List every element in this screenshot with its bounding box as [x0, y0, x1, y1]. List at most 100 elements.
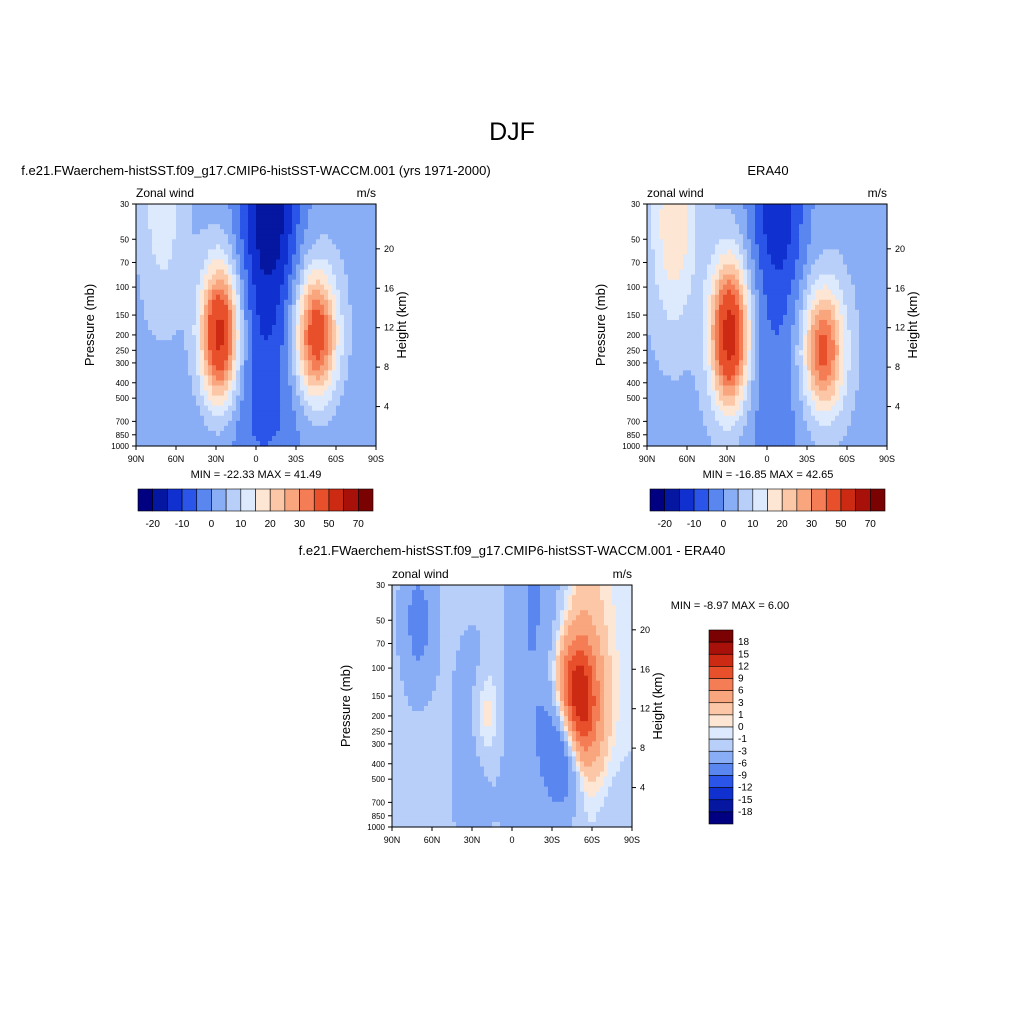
contour-cell: [875, 340, 880, 346]
contour-cell: [272, 299, 277, 306]
contour-cell: [300, 425, 305, 432]
contour-cell: [216, 229, 221, 235]
contour-cell: [308, 239, 313, 245]
contour-cell: [220, 224, 225, 230]
contour-cell: [260, 340, 265, 346]
contour-cell: [719, 370, 724, 377]
contour-cell: [747, 254, 752, 261]
contour-cell: [763, 259, 768, 266]
contour-cell: [731, 350, 736, 356]
contour-cell: [799, 360, 804, 366]
contour-cell: [759, 259, 764, 266]
contour-cell: [759, 209, 764, 215]
contour-cell: [288, 234, 293, 240]
contour-cell: [312, 410, 317, 417]
contour-cell: [360, 214, 365, 220]
contour-cell: [284, 294, 289, 301]
contour-cell: [264, 264, 269, 271]
contour-cell: [200, 375, 205, 382]
contour-cell: [328, 209, 333, 215]
contour-cell: [356, 249, 361, 256]
contour-cell: [320, 325, 325, 331]
contour-cell: [332, 385, 337, 392]
contour-cell: [140, 345, 145, 351]
contour-cell: [851, 269, 856, 276]
contour-cell: [308, 254, 313, 261]
contour-cell: [723, 350, 728, 356]
contour-cell: [336, 350, 341, 356]
contour-cell: [152, 355, 157, 361]
x-tick-label: 30N: [208, 454, 225, 464]
contour-cell: [228, 440, 233, 447]
contour-cell: [236, 264, 241, 271]
contour-cell: [859, 370, 864, 377]
contour-cell: [232, 330, 237, 336]
contour-cell: [831, 360, 836, 366]
contour-cell: [168, 254, 173, 261]
contour-cell: [304, 400, 309, 407]
contour-cell: [360, 335, 365, 341]
contour-cell: [236, 390, 241, 397]
contour-cell: [372, 269, 377, 276]
contour-cell: [859, 325, 864, 331]
contour-cell: [268, 304, 273, 311]
contour-cell: [212, 410, 217, 417]
contour-cell: [651, 365, 656, 371]
contour-cell: [368, 254, 373, 261]
contour-cell: [815, 264, 820, 271]
contour-cell: [304, 380, 309, 387]
contour-cell: [244, 289, 249, 296]
contour-cell: [883, 325, 888, 331]
contour-cell: [288, 325, 293, 331]
contour-cell: [875, 299, 880, 306]
contour-cell: [743, 269, 748, 276]
contour-cell: [324, 264, 329, 271]
contour-cell: [260, 440, 265, 447]
contour-cell: [308, 274, 313, 281]
contour-cell: [340, 410, 345, 417]
contour-cell: [747, 335, 752, 341]
contour-cell: [204, 269, 209, 276]
contour-cell: [747, 345, 752, 351]
contour-cell: [803, 264, 808, 271]
contour-cell: [719, 259, 724, 266]
contour-cell: [304, 289, 309, 296]
contour-cell: [220, 314, 225, 321]
contour-cell: [356, 410, 361, 417]
contour-cell: [364, 420, 369, 427]
contour-cell: [176, 410, 181, 417]
contour-cell: [252, 330, 257, 336]
contour-cell: [340, 304, 345, 311]
contour-cell: [791, 309, 796, 316]
contour-cell: [867, 365, 872, 371]
contour-cell: [296, 430, 301, 437]
contour-cell: [344, 219, 349, 225]
contour-cell: [727, 239, 732, 245]
contour-cell: [148, 264, 153, 271]
contour-cell: [683, 269, 688, 276]
contour-cell: [144, 259, 149, 266]
contour-cell: [156, 264, 161, 271]
contour-cell: [252, 425, 257, 432]
contour-cell: [252, 360, 257, 366]
contour-cell: [264, 350, 269, 356]
contour-cell: [847, 355, 852, 361]
contour-cell: [284, 274, 289, 281]
contour-cell: [364, 430, 369, 437]
contour-cell: [348, 269, 353, 276]
contour-cell: [863, 330, 868, 336]
contour-cell: [368, 224, 373, 230]
y-right-tick-label: 20: [384, 244, 394, 254]
contour-cell: [791, 360, 796, 366]
contour-cell: [296, 395, 301, 402]
contour-cell: [268, 435, 273, 442]
contour-cell: [651, 229, 656, 235]
contour-cell: [883, 209, 888, 215]
contour-cell: [647, 325, 652, 331]
contour-cell: [364, 259, 369, 266]
contour-cell: [136, 254, 141, 261]
contour-cell: [268, 254, 273, 261]
contour-cell: [252, 335, 257, 341]
contour-cell: [647, 355, 652, 361]
contour-cell: [835, 224, 840, 230]
